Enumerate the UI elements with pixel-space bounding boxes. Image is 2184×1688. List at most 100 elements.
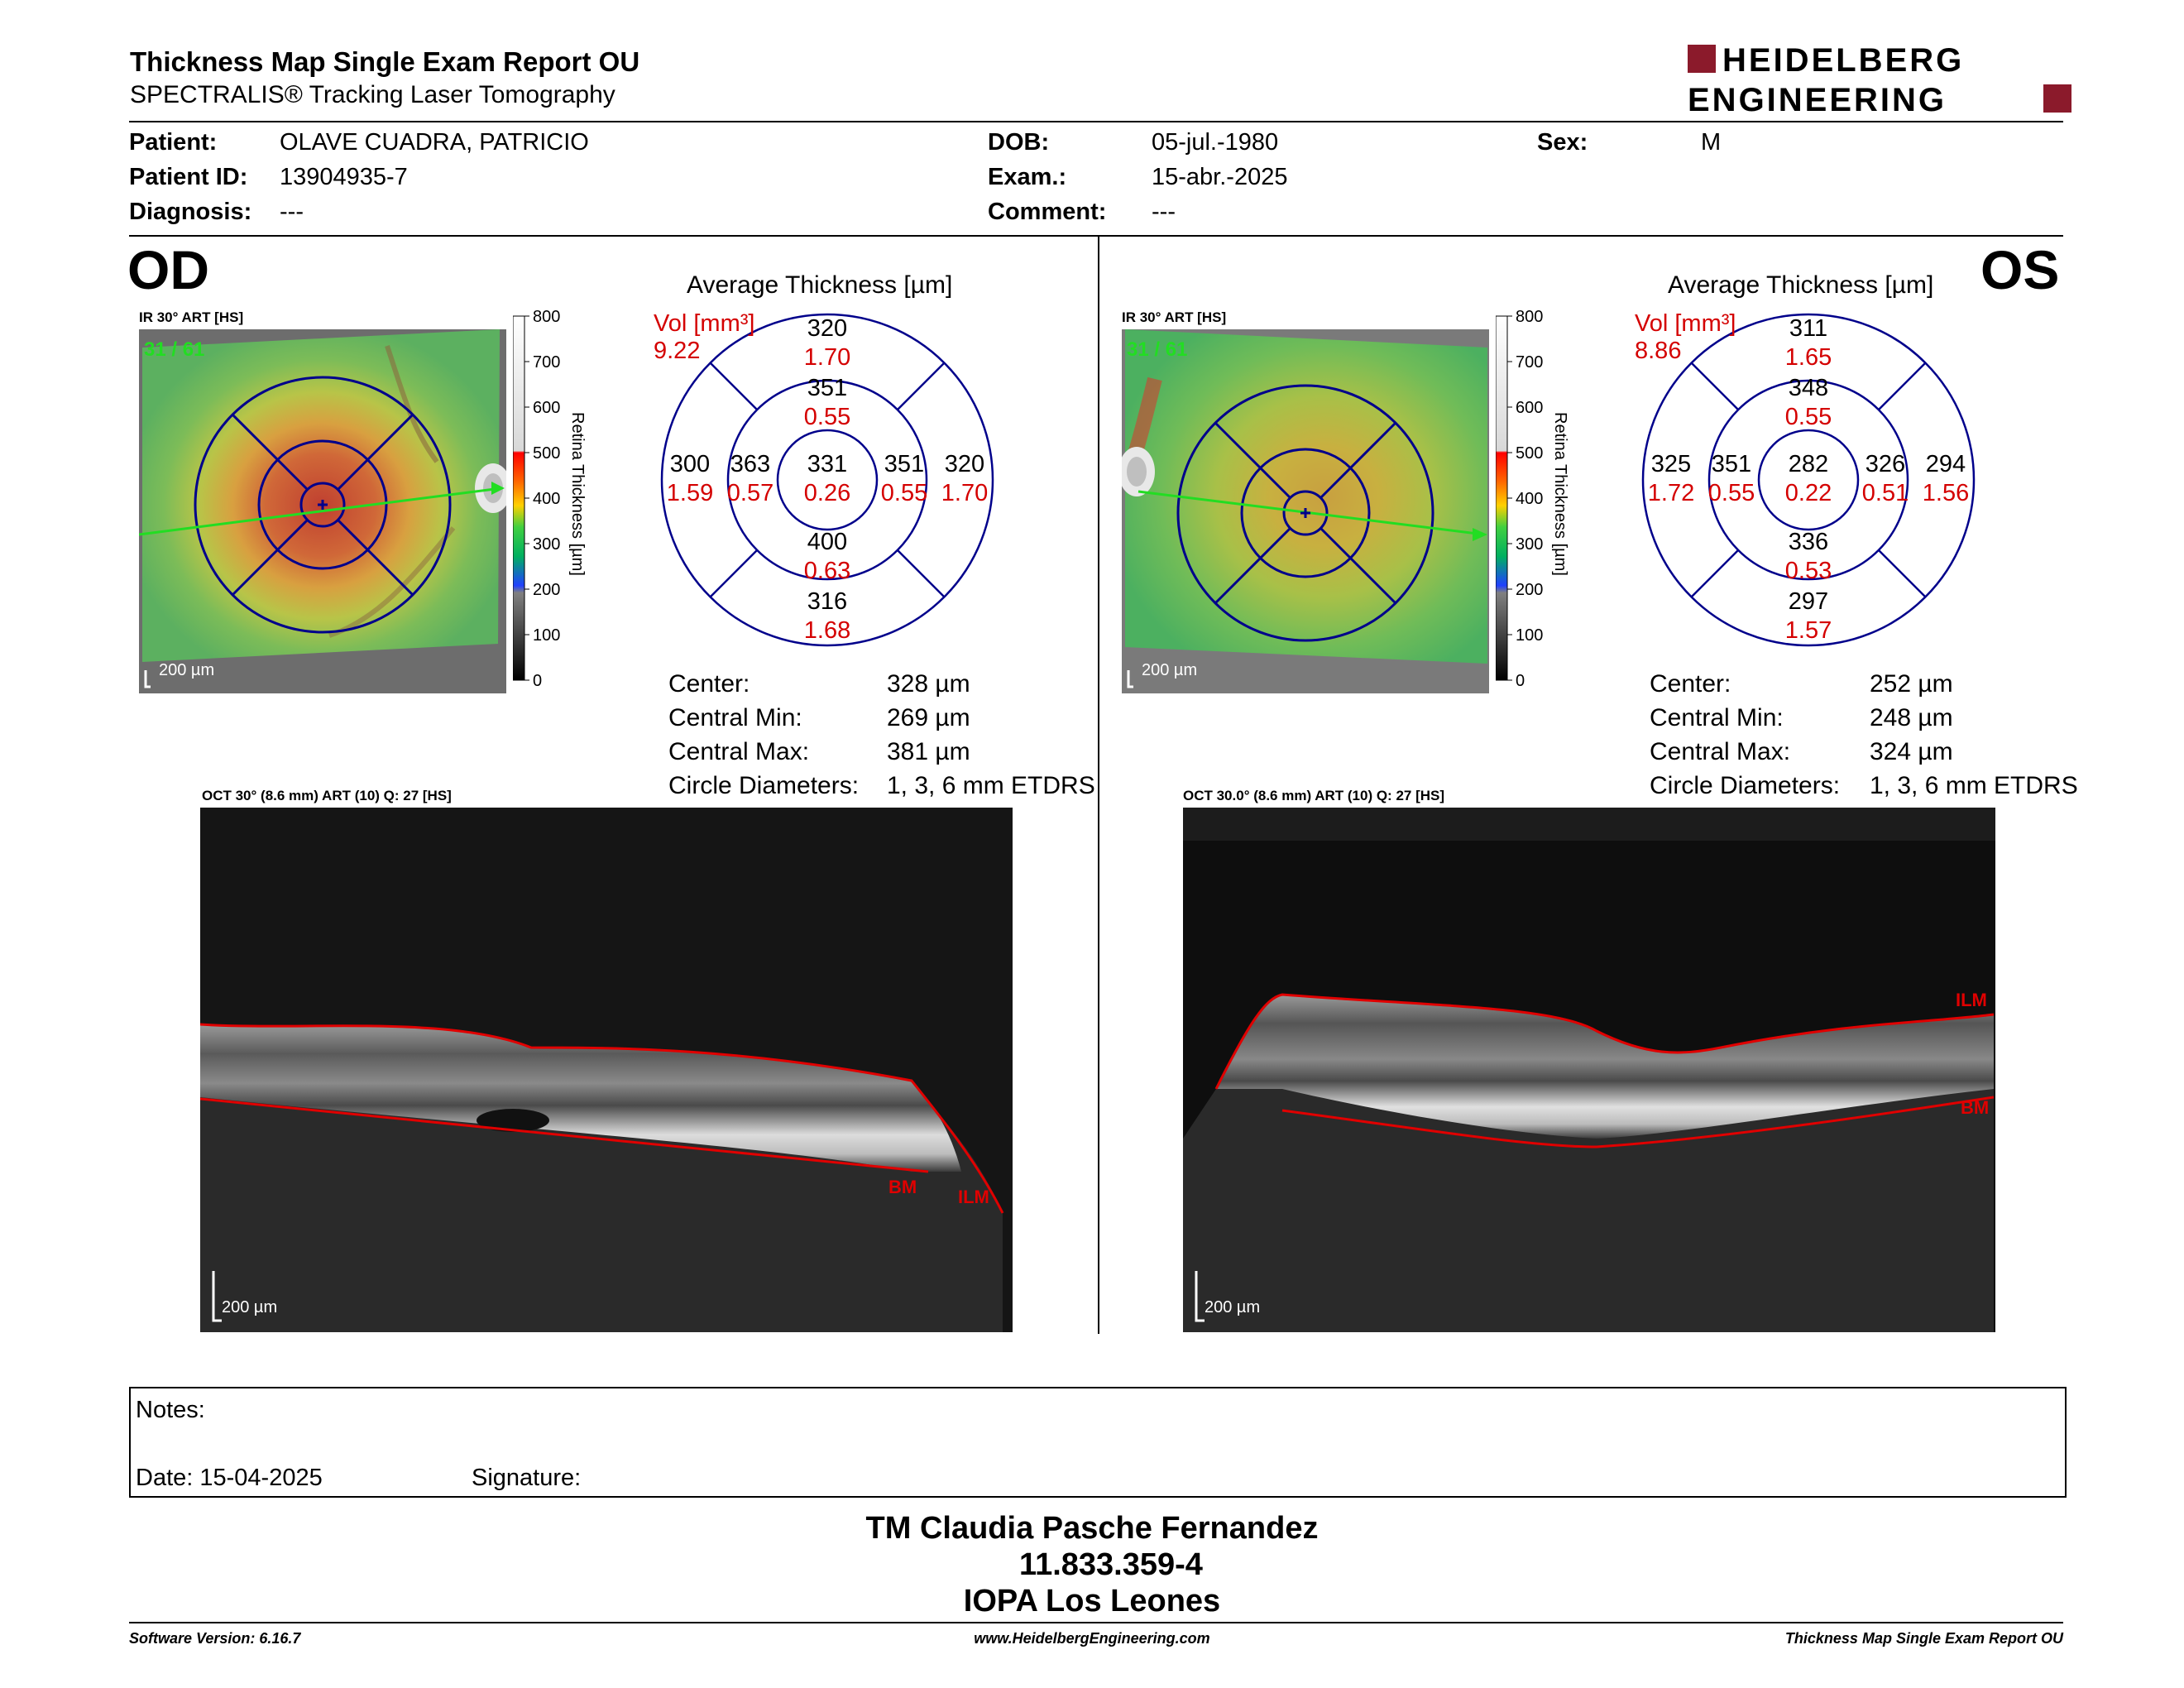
od-vol-value: 9.22 [654,338,700,364]
footer-divider [129,1622,2063,1623]
logo-text-line2: ENGINEERING [1688,82,1947,117]
od-oct-bscan: BM ILM 200 µm [200,808,1013,1332]
dob-value: 05-jul.-1980 [1152,129,1279,156]
os-outer-inf-volume: 1.57 [1785,617,1832,644]
os-colorbar: 800 700 600 500 400 300 200 100 0 Retina Thickne… [1496,308,1569,690]
od-oct-title: OCT 30° (8.6 mm) ART (10) Q: 27 [HS] [202,788,452,803]
os-stat-min-label: Central Min: [1650,704,1784,731]
od-outer-sup-thickness: 320 [807,315,847,342]
report-subtitle: SPECTRALIS® Tracking Laser Tomography [130,81,615,108]
diagnosis-value: --- [280,199,304,225]
os-colorbar-tick-label: 600 [1516,399,1543,417]
os-bm-label: BM [1961,1097,1989,1118]
exam-label: Exam.: [988,164,1067,190]
os-outer-sup-volume: 1.65 [1785,344,1832,371]
os-outer-inf-thickness: 297 [1789,588,1828,615]
od-oct-scale-label: 200 µm [222,1298,277,1316]
os-inner-left-volume: 0.55 [1708,480,1755,506]
os-colorbar-tick-label: 500 [1516,444,1543,463]
os-ir-title: IR 30° ART [HS] [1122,309,1227,325]
logo-red-square-bottom [2043,84,2071,113]
od-stat-center-label: Center: [668,670,750,698]
os-stat-max-value: 324 µm [1870,738,1953,765]
notes-date: Date: 15-04-2025 [136,1465,323,1491]
os-outer-right-thickness: 294 [1926,451,1966,477]
patient-label: Patient: [129,129,218,156]
od-outer-left-thickness: 300 [670,451,710,477]
os-inner-left-thickness: 351 [1712,451,1751,477]
os-stat-center-value: 252 µm [1870,670,1953,698]
od-stat-center-value: 328 µm [887,670,970,698]
od-stat-min-label: Central Min: [668,704,802,731]
notes-label: Notes: [136,1397,205,1423]
diagnosis-label: Diagnosis: [129,199,252,225]
comment-label: Comment: [988,199,1107,225]
os-inner-inf-volume: 0.53 [1785,558,1832,584]
od-colorbar-tick-label: 600 [533,399,560,417]
od-center-thickness: 331 [807,451,847,477]
comment-value: --- [1152,199,1176,225]
os-center-volume: 0.22 [1785,480,1832,506]
signer-id: 11.833.359-4 [1019,1547,1203,1582]
os-ir-scale-label: 200 µm [1142,661,1197,679]
os-stat-max-label: Central Max: [1650,738,1791,765]
os-vol-value: 8.86 [1635,338,1681,364]
notes-signature-label: Signature: [472,1465,582,1491]
os-inner-right-volume: 0.51 [1862,480,1909,506]
logo-red-square-top [1688,45,1716,73]
od-vol-label: Vol [mm³] [654,310,754,337]
os-colorbar-tick-label: 100 [1516,626,1543,645]
signer-institution: IOPA Los Leones [963,1584,1221,1618]
footer-website[interactable]: www.HeidelbergEngineering.com [974,1630,1210,1647]
os-outer-left-volume: 1.72 [1648,480,1694,506]
od-avg-thickness-title: Average Thickness [µm] [687,271,953,299]
os-ilm-label: ILM [1956,990,1987,1010]
od-outer-inf-volume: 1.68 [804,617,850,644]
od-colorbar-tick-label: 800 [533,308,560,326]
footer-report-name: Thickness Map Single Exam Report OU [1784,1630,2063,1647]
os-oct-bscan: ILM BM 200 µm [1183,808,1995,1332]
eye-label-od: OD [127,239,209,300]
os-colorbar-tick-label: 400 [1516,490,1543,508]
od-colorbar-tick-label: 700 [533,353,560,372]
header-divider [129,121,2063,122]
eye-divider [1098,237,1099,1334]
os-etdrs-grid: Vol [mm³] 8.86 311 1.65 348 0.55 282 0.2… [1635,310,1976,647]
os-stat-diam-label: Circle Diameters: [1650,772,1841,799]
od-colorbar-tick-label: 400 [533,490,560,508]
signer-name: TM Claudia Pasche Fernandez [865,1511,1319,1546]
os-colorbar-tick-label: 0 [1516,672,1525,690]
os-outer-sup-thickness: 311 [1789,315,1827,342]
sex-value: M [1701,129,1722,156]
od-stat-max-value: 381 µm [887,738,970,765]
os-inner-right-thickness: 326 [1866,451,1905,477]
od-outer-right-thickness: 320 [945,451,984,477]
heidelberg-logo: HEIDELBERG ENGINEERING [1688,43,2071,117]
eye-label-os: OS [1980,239,2060,300]
notes-box[interactable]: Notes: Date: 15-04-2025 Signature: [129,1387,2067,1498]
od-ir-title: IR 30° ART [HS] [139,309,244,325]
od-etdrs-grid: Vol [mm³] 9.22 320 1.70 351 0.55 331 0.2… [654,310,994,647]
patient-name: OLAVE CUADRA, PATRICIO [280,129,589,156]
os-vol-label: Vol [mm³] [1635,310,1736,337]
od-inner-left-volume: 0.57 [727,480,774,506]
od-thickness-map: 31 / 61 200 µm [139,329,506,693]
exam-date: 15-abr.-2025 [1152,164,1288,190]
footer-software-version: Software Version: 6.16.7 [129,1630,301,1647]
od-stat-diam-value: 1, 3, 6 mm ETDRS [887,772,1095,799]
od-ilm-label: ILM [958,1187,989,1207]
os-center-thickness: 282 [1789,451,1828,477]
od-colorbar-tick-label: 200 [533,581,560,599]
od-colorbar: 800 700 600 500 400 300 200 100 0 Retina Thickne… [513,308,587,690]
od-ir-scale-label: 200 µm [159,661,214,679]
od-colorbar-title: Retina Thickness [µm] [568,412,587,576]
od-outer-right-volume: 1.70 [941,480,988,506]
od-inner-right-volume: 0.55 [881,480,927,506]
od-colorbar-tick-label: 100 [533,626,560,645]
os-inner-inf-thickness: 336 [1789,529,1828,555]
os-stat-diam-value: 1, 3, 6 mm ETDRS [1870,772,2078,799]
sex-label: Sex: [1537,129,1588,156]
os-inner-sup-thickness: 348 [1789,375,1828,401]
os-colorbar-tick-label: 700 [1516,353,1543,372]
od-outer-inf-thickness: 316 [807,588,847,615]
